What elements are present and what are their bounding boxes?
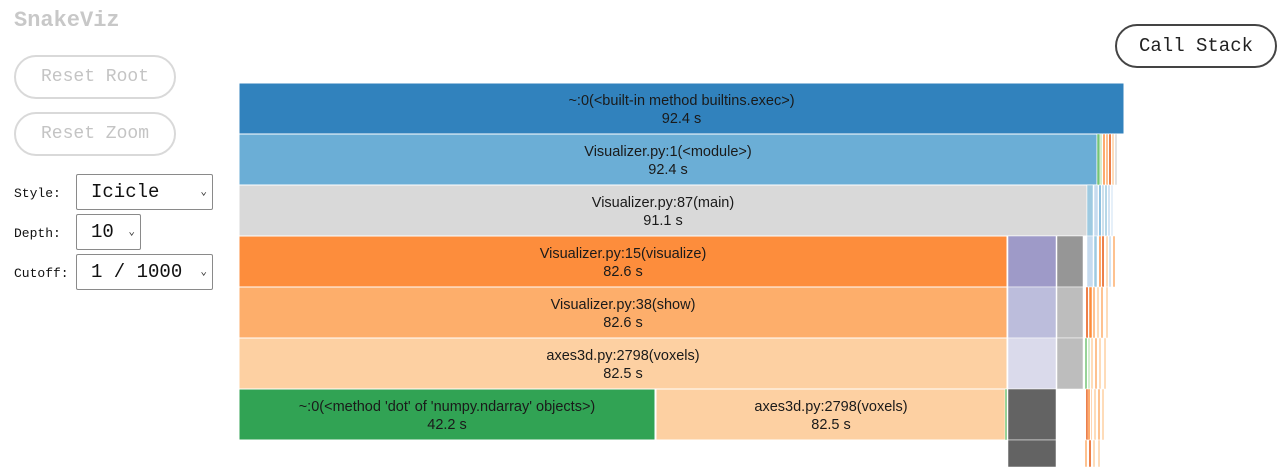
icicle-sliver[interactable]	[1097, 439, 1101, 467]
icicle-block-time: 91.1 s	[643, 213, 683, 229]
chevron-down-icon: ⌄	[200, 266, 207, 279]
icicle-sliver[interactable]	[1111, 133, 1115, 186]
icicle-block-time: 82.5 s	[603, 366, 643, 382]
cutoff-label: Cutoff:	[14, 266, 69, 281]
style-select-value: Icicle	[91, 181, 160, 203]
reset-zoom-button[interactable]: Reset Zoom	[14, 112, 176, 156]
depth-select-value: 10	[91, 221, 114, 243]
depth-label: Depth:	[14, 226, 61, 241]
icicle-block-time: 82.6 s	[603, 315, 643, 331]
icicle-sliver[interactable]	[1056, 286, 1084, 339]
icicle-sliver[interactable]	[1093, 388, 1097, 441]
icicle-sliver[interactable]	[1087, 337, 1091, 390]
icicle-sliver[interactable]	[1112, 235, 1116, 288]
icicle-sliver[interactable]	[1093, 235, 1098, 288]
icicle-sliver[interactable]	[1107, 184, 1111, 237]
icicle-block-time: 42.2 s	[427, 417, 467, 433]
reset-root-button[interactable]: Reset Root	[14, 55, 176, 99]
icicle-block-time: 92.4 s	[662, 111, 702, 127]
icicle-sliver[interactable]	[1087, 388, 1091, 441]
chevron-down-icon: ⌄	[200, 186, 207, 199]
icicle-sliver[interactable]	[1101, 235, 1105, 288]
icicle-block[interactable]: Visualizer.py:1(<module>) 92.4 s	[238, 133, 1098, 186]
icicle-sliver[interactable]	[1098, 235, 1102, 288]
icicle-sliver[interactable]	[1096, 133, 1101, 186]
icicle-block-time: 82.5 s	[811, 417, 851, 433]
chevron-down-icon: ⌄	[128, 226, 135, 239]
call-stack-button[interactable]: Call Stack	[1115, 24, 1277, 68]
icicle-sliver[interactable]	[1086, 235, 1094, 288]
style-label: Style:	[14, 186, 61, 201]
icicle-sliver[interactable]	[1007, 235, 1057, 288]
icicle-block[interactable]: Visualizer.py:87(main) 91.1 s	[238, 184, 1088, 237]
icicle-sliver[interactable]	[1099, 133, 1103, 186]
icicle-block[interactable]: Visualizer.py:38(show) 82.6 s	[238, 286, 1008, 339]
icicle-sliver[interactable]	[1108, 133, 1112, 186]
icicle-sliver[interactable]	[1108, 235, 1112, 288]
icicle-block-time: 82.6 s	[603, 264, 643, 280]
icicle-sliver[interactable]	[1110, 184, 1114, 237]
cutoff-select-value: 1 / 1000	[91, 261, 183, 283]
icicle-sliver[interactable]	[1007, 439, 1057, 467]
icicle-sliver[interactable]	[1056, 235, 1084, 288]
icicle-block-name: Visualizer.py:87(main)	[592, 195, 734, 211]
icicle-block[interactable]: Visualizer.py:15(visualize) 82.6 s	[238, 235, 1008, 288]
icicle-block[interactable]: ~:0(<method 'dot' of 'numpy.ndarray' obj…	[238, 388, 656, 441]
icicle-block[interactable]: axes3d.py:2798(voxels) 82.5 s	[238, 337, 1008, 390]
icicle-sliver[interactable]	[1007, 388, 1057, 441]
icicle-sliver[interactable]	[1090, 388, 1093, 441]
icicle-sliver[interactable]	[1094, 337, 1098, 390]
icicle-sliver[interactable]	[1088, 439, 1092, 467]
icicle-sliver[interactable]	[1097, 388, 1101, 441]
icicle-sliver[interactable]	[1090, 337, 1094, 390]
icicle-sliver[interactable]	[1007, 286, 1057, 339]
icicle-block-name: axes3d.py:2798(voxels)	[546, 348, 699, 364]
icicle-sliver[interactable]	[1007, 337, 1057, 390]
icicle-sliver[interactable]	[1101, 184, 1105, 237]
icicle-sliver[interactable]	[1084, 337, 1088, 390]
icicle-block-name: ~:0(<method 'dot' of 'numpy.ndarray' obj…	[299, 399, 596, 415]
icicle-sliver[interactable]	[1085, 388, 1089, 441]
icicle-sliver[interactable]	[1092, 286, 1096, 339]
icicle-sliver[interactable]	[1114, 133, 1118, 186]
icicle-sliver[interactable]	[1105, 235, 1109, 288]
icicle-sliver[interactable]	[1085, 286, 1089, 339]
icicle-block-name: Visualizer.py:38(show)	[551, 297, 696, 313]
icicle-sliver[interactable]	[1086, 184, 1094, 237]
app-title: SnakeViz	[14, 8, 120, 33]
icicle-sliver[interactable]	[1098, 337, 1102, 390]
icicle-sliver[interactable]	[1098, 184, 1102, 237]
icicle-block-time: 92.4 s	[648, 162, 688, 178]
depth-select[interactable]: 10 ⌄	[76, 214, 141, 250]
icicle-block-name: ~:0(<built-in method builtins.exec>)	[568, 93, 794, 109]
icicle-sliver[interactable]	[1084, 439, 1088, 467]
icicle-sliver[interactable]	[1104, 184, 1108, 237]
icicle-sliver[interactable]	[1096, 286, 1100, 339]
icicle-block[interactable]: axes3d.py:2798(voxels) 82.5 s	[655, 388, 1007, 441]
icicle-sliver[interactable]	[1093, 184, 1099, 237]
icicle-sliver[interactable]	[1102, 133, 1106, 186]
icicle-sliver[interactable]	[1100, 286, 1104, 339]
icicle-sliver[interactable]	[1105, 133, 1109, 186]
icicle-sliver[interactable]	[1056, 337, 1084, 390]
icicle-sliver[interactable]	[1103, 337, 1107, 390]
icicle-block-name: Visualizer.py:15(visualize)	[540, 246, 707, 262]
icicle-sliver[interactable]	[1004, 388, 1008, 441]
cutoff-select[interactable]: 1 / 1000 ⌄	[76, 254, 213, 290]
style-select[interactable]: Icicle ⌄	[76, 174, 213, 210]
icicle-sliver[interactable]	[1105, 286, 1109, 339]
icicle-block[interactable]: ~:0(<built-in method builtins.exec>) 92.4…	[238, 82, 1125, 135]
icicle-sliver[interactable]	[1101, 388, 1105, 441]
icicle-sliver[interactable]	[1092, 439, 1096, 467]
icicle-block-name: axes3d.py:2798(voxels)	[754, 399, 907, 415]
icicle-block-name: Visualizer.py:1(<module>)	[584, 144, 751, 160]
icicle-sliver[interactable]	[1088, 286, 1093, 339]
